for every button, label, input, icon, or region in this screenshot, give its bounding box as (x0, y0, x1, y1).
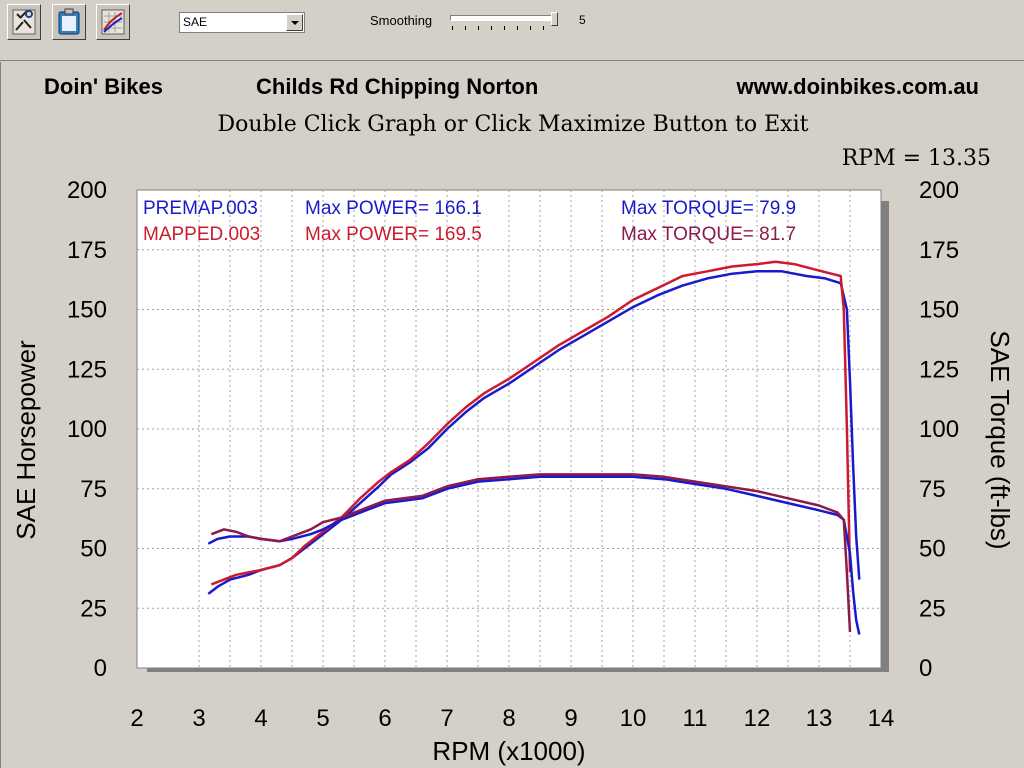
x-tick-label: 8 (502, 705, 515, 732)
series-layer (207, 260, 861, 635)
graph-icon (101, 9, 125, 35)
graph-button[interactable] (96, 4, 130, 40)
shop-website: www.doinbikes.com.au (736, 74, 979, 99)
legend: PREMAP.003 Max POWER= 166.1 Max TORQUE= 79… (143, 198, 796, 245)
x-tick-label: 6 (378, 705, 391, 732)
y2-tick-label: 150 (919, 297, 959, 324)
clipboard-button[interactable] (52, 4, 86, 40)
correction-select[interactable]: SAE (179, 12, 305, 33)
tools-button[interactable] (7, 4, 41, 40)
x-tick-label: 4 (254, 705, 267, 732)
y2-tick-label: 100 (919, 416, 959, 443)
slider-thumb[interactable] (551, 12, 558, 26)
y-tick-label: 125 (67, 356, 107, 383)
legend-max-torque: Max TORQUE= 81.7 (621, 224, 796, 245)
smoothing-label: Smoothing (370, 13, 433, 28)
y2-tick-label: 0 (919, 655, 932, 682)
tools-icon (12, 9, 36, 35)
chevron-down-icon[interactable] (286, 14, 303, 31)
x-tick-label: 2 (130, 705, 143, 732)
y2-tick-label: 200 (919, 177, 959, 204)
x-tick-label: 14 (868, 705, 895, 732)
slider-track (450, 15, 558, 21)
legend-max-power: Max POWER= 166.1 (305, 198, 482, 219)
y2-axis-title: SAE Torque (ft-lbs) (985, 330, 1015, 549)
x-tick-label: 12 (744, 705, 771, 732)
smoothing-value: 5 (579, 13, 586, 27)
x-tick-label: 11 (683, 705, 708, 732)
chart-area[interactable]: Doin' Bikes Childs Rd Chipping Norton ww… (0, 62, 1023, 768)
power-line-mapped-003 (210, 260, 852, 586)
y2-tick-labels: 0 25 50 75 100 125 150 175 200 (919, 177, 959, 682)
y2-tick-label: 25 (919, 595, 946, 622)
y-tick-label: 25 (80, 595, 107, 622)
correction-select-value: SAE (183, 15, 208, 29)
legend-file: PREMAP.003 (143, 198, 258, 219)
y-tick-label: 175 (67, 237, 107, 264)
y-tick-label: 50 (80, 536, 107, 563)
x-tick-label: 10 (620, 705, 647, 732)
x-tick-label: 13 (806, 705, 833, 732)
x-tick-label: 3 (192, 705, 205, 732)
smoothing-slider[interactable] (450, 12, 558, 30)
y-tick-label: 100 (67, 416, 107, 443)
legend-file: MAPPED.003 (143, 224, 260, 245)
grid (137, 190, 881, 668)
torque-line-mapped-003 (210, 473, 852, 633)
y-tick-label: 75 (80, 476, 107, 503)
chart-subtitle: Double Click Graph or Click Maximize But… (217, 112, 809, 137)
legend-max-torque: Max TORQUE= 79.9 (621, 198, 796, 219)
y2-tick-label: 75 (919, 476, 946, 503)
y-tick-labels: 0 25 50 75 100 125 150 175 200 (67, 177, 107, 682)
x-tick-label: 9 (564, 705, 577, 732)
clipboard-icon (58, 8, 80, 35)
legend-max-power: Max POWER= 169.5 (305, 224, 482, 245)
x-tick-labels: 2 3 4 5 6 7 8 9 10 11 12 13 14 (130, 705, 894, 732)
shop-address: Childs Rd Chipping Norton (256, 74, 539, 99)
shop-name: Doin' Bikes (44, 74, 163, 99)
x-tick-label: 7 (440, 705, 453, 732)
y2-tick-label: 125 (919, 356, 959, 383)
slider-ticks (452, 26, 556, 30)
rpm-readout: RPM = 13.35 (841, 146, 991, 171)
dyno-chart[interactable]: 2 3 4 5 6 7 8 9 10 11 12 13 14 0 25 50 75 100 125 150 175 20… (1, 62, 1023, 768)
y2-tick-label: 50 (919, 536, 946, 563)
y-axis-title: SAE Horsepower (11, 340, 41, 540)
y-tick-label: 150 (67, 297, 107, 324)
x-tick-label: 5 (316, 705, 329, 732)
y-tick-label: 0 (94, 655, 107, 682)
x-axis-title: RPM (x1000) (432, 736, 585, 766)
toolbar: SAE Smoothing 5 (0, 0, 1024, 61)
y-tick-label: 200 (67, 177, 107, 204)
y2-tick-label: 175 (919, 237, 959, 264)
